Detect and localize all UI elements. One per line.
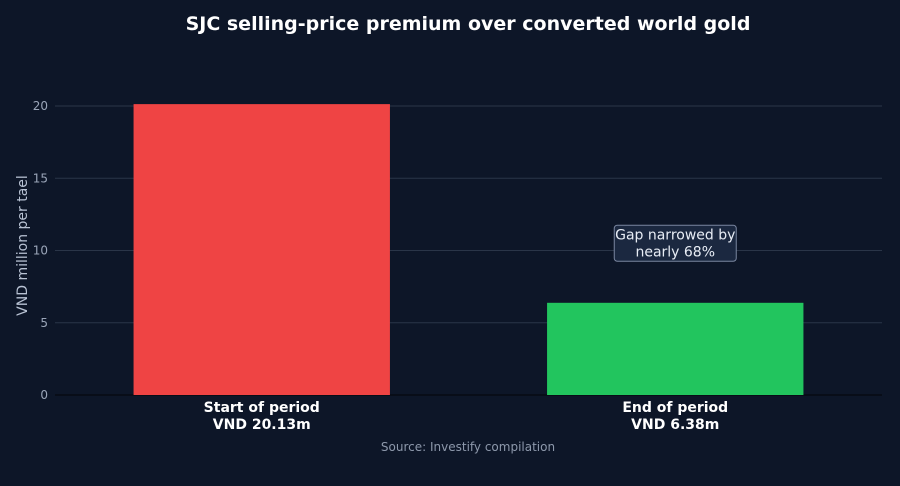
bar-start-of-period (133, 104, 390, 396)
chart-title: SJC selling-price premium over converted… (186, 13, 751, 35)
y-tick-label: 5 (40, 316, 48, 330)
bars (133, 104, 804, 396)
annotation-text: Gap narrowed by (615, 227, 735, 243)
y-tick-label: 15 (33, 171, 48, 185)
bar-end-of-period (547, 302, 804, 395)
y-axis-label: VND million per tael (15, 175, 31, 316)
x-category-label: Start of period (204, 400, 320, 416)
source-note: Source: Investify compilation (381, 440, 555, 454)
y-tick-label: 10 (33, 244, 48, 258)
y-tick-label: 0 (40, 388, 48, 402)
y-axis-ticks: 0 5 10 15 20 (33, 99, 48, 402)
x-category-value-label: VND 20.13m (213, 417, 311, 433)
x-category-value-label: VND 6.38m (631, 417, 719, 433)
annotation-box (613, 224, 737, 262)
y-tick-label: 20 (33, 99, 48, 113)
x-category-label: End of period (622, 400, 728, 416)
annotation-text: nearly 68% (635, 244, 715, 260)
